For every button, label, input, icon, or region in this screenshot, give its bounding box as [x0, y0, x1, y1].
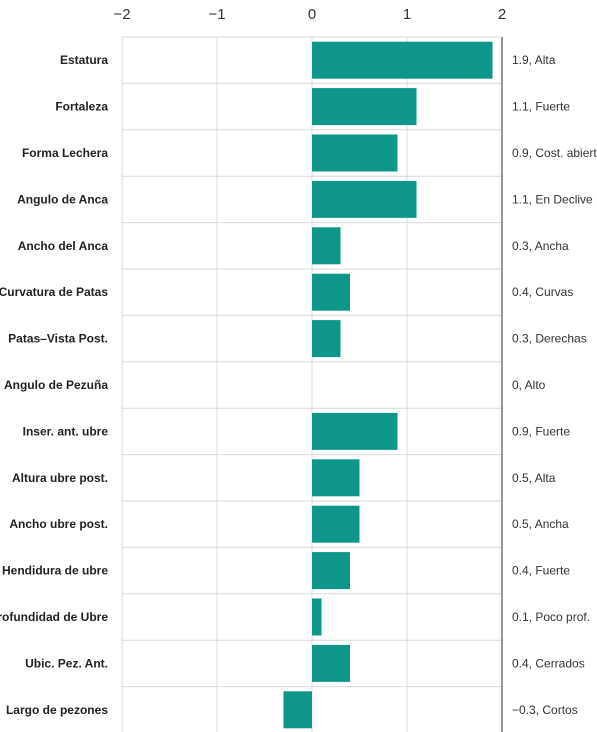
category-label: Curvatura de Patas [0, 285, 108, 299]
x-tick-label: −2 [113, 6, 130, 23]
value-label: 1.9, Alta [512, 53, 556, 67]
category-label: Inser. ant. ubre [23, 424, 109, 438]
x-tick-label: 1 [403, 6, 411, 23]
value-labels: 1.9, Alta 1.1, Fuerte 0.9, Cost. abierto 1.… [512, 53, 597, 717]
value-label: 1.1, Fuerte [512, 100, 570, 114]
bar [312, 644, 350, 682]
value-label: 0.3, Ancha [512, 239, 569, 253]
value-label: 0.5, Alta [512, 471, 556, 485]
x-axis-ticks: −2 −1 0 1 2 [113, 6, 506, 23]
category-label: Largo de pezones [6, 703, 108, 717]
bar [312, 134, 398, 172]
row-separators [122, 36, 502, 688]
bar [312, 320, 341, 358]
category-label: Altura ubre post. [12, 471, 108, 485]
bar [312, 598, 322, 636]
category-label: Profundidad de Ubre [0, 610, 108, 624]
value-label: 0.4, Cerrados [512, 656, 585, 670]
category-label: Hendidura de ubre [2, 564, 108, 578]
category-label: Ubic. Pez. Ant. [25, 656, 108, 670]
category-label: Ancho del Anca [18, 239, 109, 253]
value-label: 0.9, Fuerte [512, 424, 570, 438]
category-label: Patas–Vista Post. [8, 332, 108, 346]
bars [283, 41, 493, 729]
value-label: 0.5, Ancha [512, 517, 569, 531]
value-label: 0.9, Cost. abierto [512, 146, 597, 160]
bar [283, 691, 312, 729]
category-labels: Estatura Fortaleza Forma Lechera Angulo de … [0, 53, 108, 717]
bar [312, 505, 360, 543]
category-label: Estatura [60, 53, 108, 67]
bar [312, 273, 350, 311]
value-label: 0.1, Poco prof. [512, 610, 590, 624]
bar [312, 412, 398, 450]
x-tick-label: 0 [308, 6, 316, 23]
value-label: 0.4, Curvas [512, 285, 573, 299]
x-tick-label: −1 [208, 6, 225, 23]
bar [312, 180, 417, 218]
category-label: Fortaleza [55, 100, 108, 114]
x-tick-label: 2 [498, 6, 506, 23]
bar [312, 552, 350, 590]
bar [312, 459, 360, 497]
bar [312, 227, 341, 265]
bar [312, 88, 417, 126]
value-label: −0.3, Cortos [512, 703, 578, 717]
bar [312, 41, 493, 79]
value-label: 0, Alto [512, 378, 546, 392]
category-label: Angulo de Anca [17, 192, 108, 206]
category-label: Angulo de Pezuña [4, 378, 108, 392]
category-label: Ancho ubre post. [9, 517, 108, 531]
value-label: 0.4, Fuerte [512, 564, 570, 578]
value-label: 0.3, Derechas [512, 332, 587, 346]
value-label: 1.1, En Declive [512, 192, 593, 206]
category-label: Forma Lechera [22, 146, 108, 160]
